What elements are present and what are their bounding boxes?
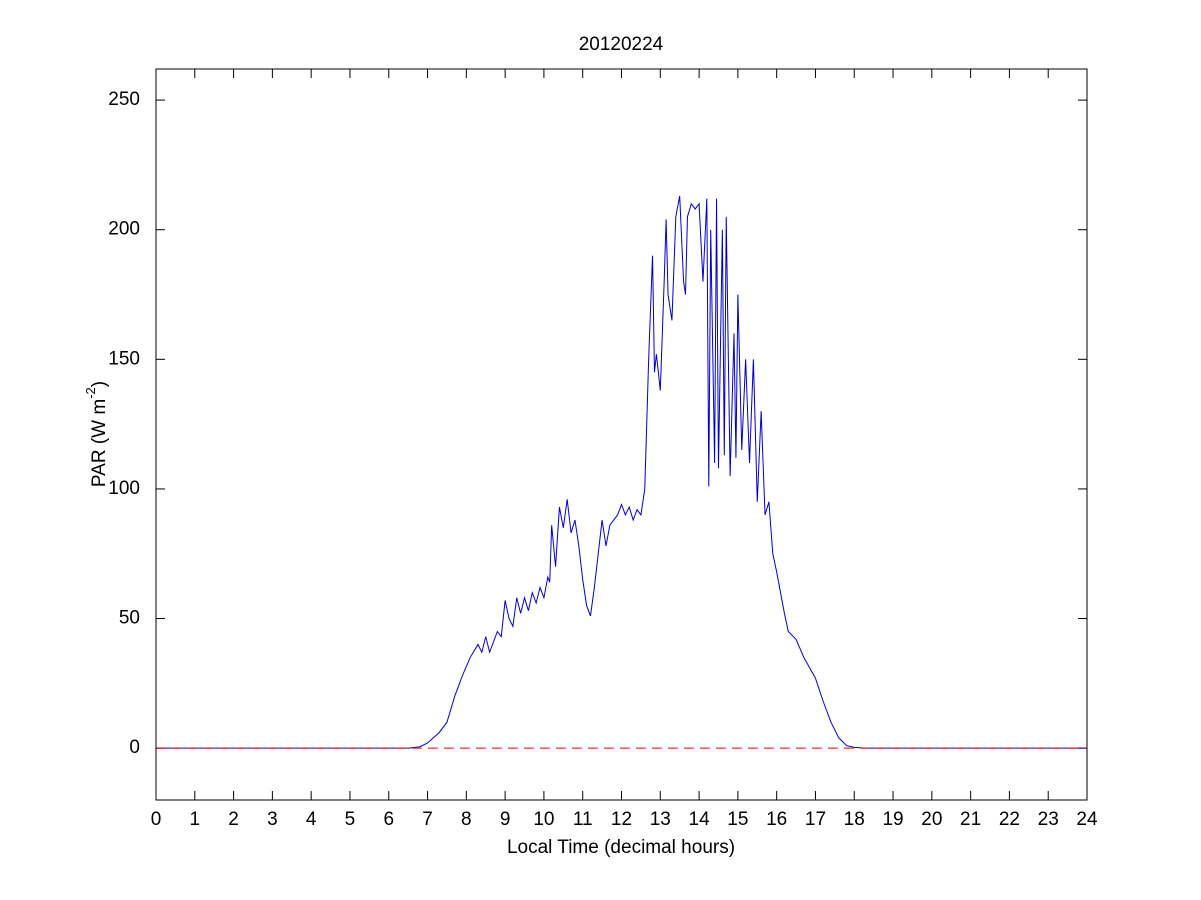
x-tick-label: 2 xyxy=(228,809,239,830)
x-tick-label: 1 xyxy=(190,809,201,830)
x-tick-label: 5 xyxy=(345,809,356,830)
y-tick-label: 200 xyxy=(108,219,140,240)
x-tick-label: 19 xyxy=(882,809,903,830)
x-tick-label: 24 xyxy=(1076,809,1098,830)
data-line xyxy=(156,195,1087,749)
x-tick-label: 7 xyxy=(422,809,433,830)
x-tick-label: 20 xyxy=(921,809,942,830)
y-tick-label: 0 xyxy=(129,737,140,758)
x-tick-label: 8 xyxy=(461,809,472,830)
x-tick-label: 12 xyxy=(611,809,632,830)
y-label-main: PAR (W m xyxy=(89,399,110,487)
x-tick-label: 15 xyxy=(727,809,748,830)
x-tick-label: 9 xyxy=(500,809,511,830)
x-tick-label: 4 xyxy=(306,809,317,830)
x-tick-label: 21 xyxy=(960,809,981,830)
x-axis-label: Local Time (decimal hours) xyxy=(507,837,735,858)
x-tick-label: 16 xyxy=(766,809,787,830)
y-tick-label: 250 xyxy=(108,89,140,110)
x-tick-label: 14 xyxy=(689,809,711,830)
chart-title: 20120224 xyxy=(579,34,664,55)
x-tick-label: 17 xyxy=(805,809,826,830)
y-label-sup: -2 xyxy=(83,387,98,399)
x-tick-label: 3 xyxy=(267,809,278,830)
x-tick-label: 11 xyxy=(573,809,593,830)
y-tick-label: 100 xyxy=(108,478,140,499)
x-tick-label: 18 xyxy=(844,809,865,830)
x-tick-label: 6 xyxy=(383,809,394,830)
x-tick-label: 22 xyxy=(999,809,1020,830)
x-tick-label: 13 xyxy=(650,809,671,830)
x-tick-label: 23 xyxy=(1038,809,1059,830)
y-tick-label: 150 xyxy=(108,348,140,369)
plot-frame xyxy=(155,68,1088,801)
x-tick-label: 10 xyxy=(533,809,554,830)
y-tick-label: 50 xyxy=(119,608,140,629)
y-label-end: ) xyxy=(89,381,110,387)
y-axis-label: PAR (W m-2) xyxy=(83,381,110,487)
x-tick-label: 0 xyxy=(151,809,162,830)
